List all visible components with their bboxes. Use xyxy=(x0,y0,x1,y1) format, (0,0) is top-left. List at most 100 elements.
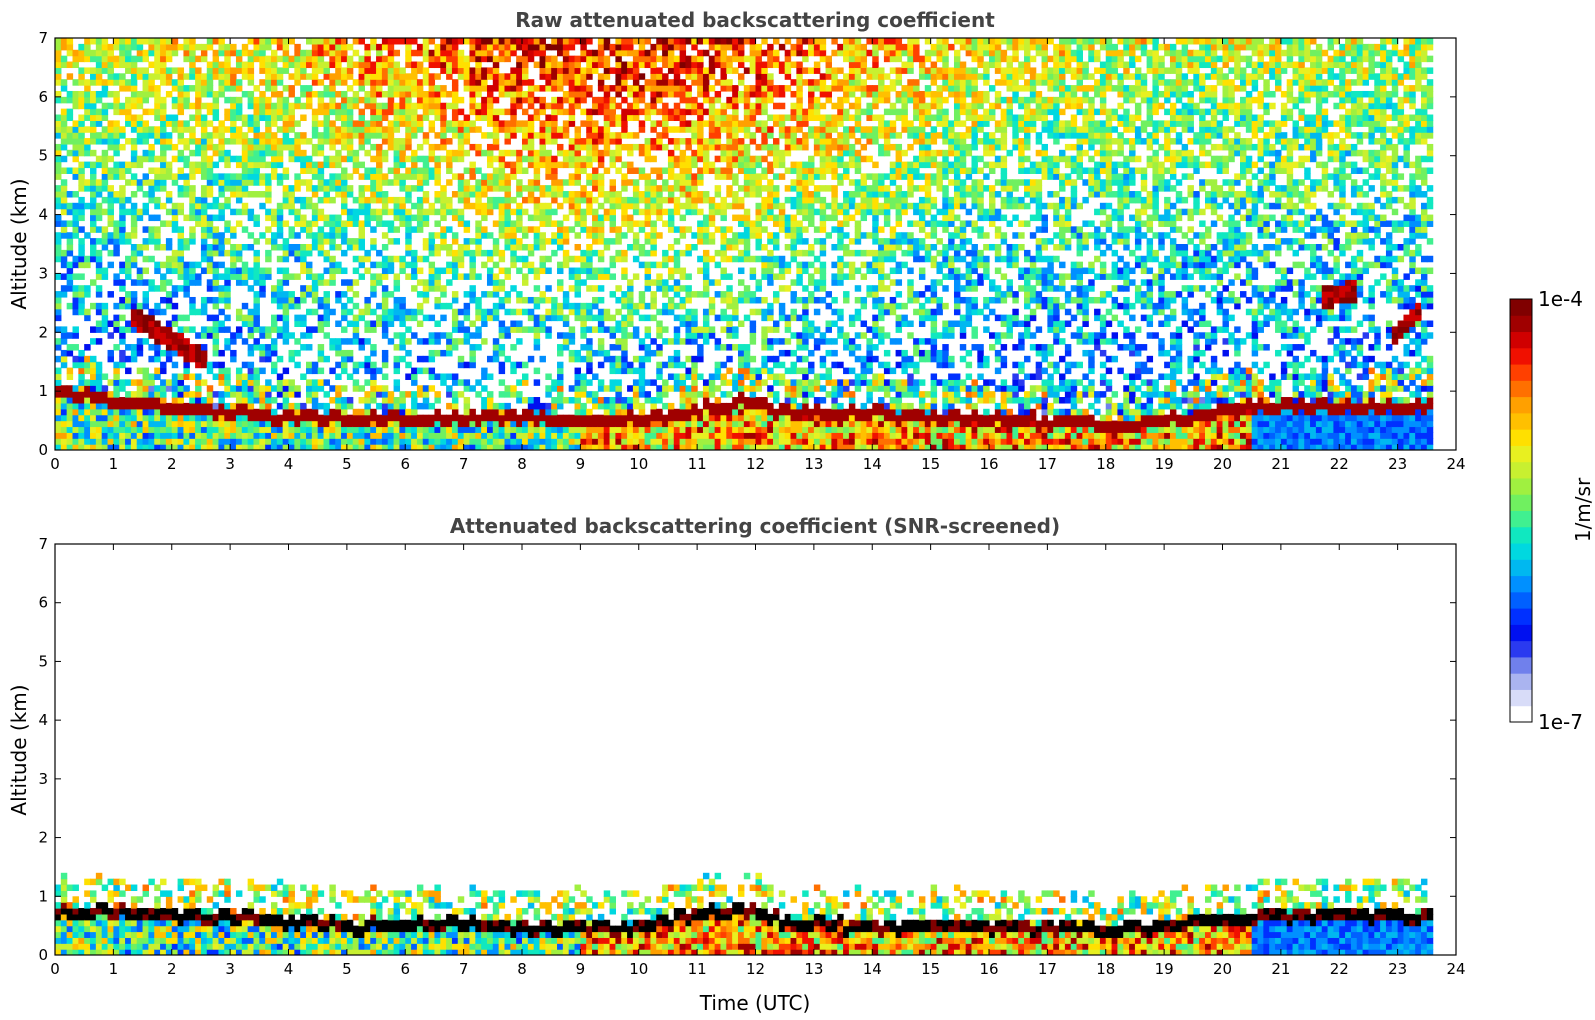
heatmap-cell xyxy=(335,244,342,251)
heatmap-cell xyxy=(247,173,255,180)
heatmap-cell xyxy=(592,96,599,104)
heatmap-cell xyxy=(107,191,114,198)
heatmap-cell xyxy=(650,226,657,233)
heatmap-cell xyxy=(241,261,249,269)
heatmap-cell xyxy=(265,120,272,127)
heatmap-cell xyxy=(171,438,179,445)
heatmap-cell xyxy=(428,338,436,345)
heatmap-cell xyxy=(516,102,523,110)
heatmap-cell xyxy=(78,167,85,174)
heatmap-cell xyxy=(486,355,494,363)
heatmap-cell xyxy=(638,367,646,375)
heatmap-cell xyxy=(171,43,179,51)
heatmap-cell xyxy=(673,420,681,428)
heatmap-cell xyxy=(165,114,173,121)
heatmap-cell xyxy=(148,391,155,398)
heatmap-cell xyxy=(416,126,424,133)
heatmap-cell xyxy=(364,138,371,145)
heatmap-cell xyxy=(300,67,307,74)
heatmap-cell xyxy=(300,320,307,327)
heatmap-cell xyxy=(230,232,237,239)
heatmap-cell xyxy=(241,179,249,186)
heatmap-cell xyxy=(72,55,79,63)
heatmap-cell xyxy=(393,143,401,151)
heatmap-cell xyxy=(545,444,552,450)
heatmap-cell xyxy=(148,38,155,45)
heatmap-cell xyxy=(206,432,214,439)
heatmap-cell xyxy=(568,114,576,121)
heatmap-cell xyxy=(101,308,109,316)
heatmap-cell xyxy=(142,373,149,380)
heatmap-cell xyxy=(55,373,62,380)
heatmap-cell xyxy=(235,279,243,286)
heatmap-cell xyxy=(113,273,120,280)
heatmap-cell xyxy=(195,79,202,86)
heatmap-cell xyxy=(586,285,593,292)
heatmap-cell xyxy=(405,132,412,139)
heatmap-cell xyxy=(160,367,167,375)
heatmap-cell xyxy=(650,397,657,404)
heatmap-cell xyxy=(183,85,190,92)
heatmap-cell xyxy=(667,226,675,233)
heatmap-cell xyxy=(323,414,330,422)
heatmap-cell xyxy=(306,220,313,227)
heatmap-cell xyxy=(282,385,290,392)
heatmap-cell xyxy=(539,238,546,245)
heatmap-cell xyxy=(615,249,622,257)
heatmap-cell xyxy=(171,120,179,127)
heatmap-cell xyxy=(592,185,599,192)
heatmap-cell xyxy=(492,79,500,86)
heatmap-cell xyxy=(265,143,272,151)
heatmap-cell xyxy=(358,38,365,45)
heatmap-cell xyxy=(469,420,476,428)
heatmap-cell xyxy=(60,61,68,69)
heatmap-cell xyxy=(142,414,149,422)
heatmap-cell xyxy=(119,61,126,69)
heatmap-cell xyxy=(311,167,319,174)
heatmap-cell xyxy=(323,155,330,163)
heatmap-cell xyxy=(597,414,605,422)
heatmap-cell xyxy=(189,126,196,133)
heatmap-cell xyxy=(597,432,605,439)
heatmap-cell xyxy=(504,85,511,92)
heatmap-cell xyxy=(265,38,272,45)
heatmap-cell xyxy=(60,232,68,239)
heatmap-cell xyxy=(580,308,587,316)
heatmap-cell xyxy=(323,355,330,363)
heatmap-cell xyxy=(632,220,640,227)
heatmap-cell xyxy=(183,314,190,322)
heatmap-cell xyxy=(282,273,290,280)
heatmap-cell xyxy=(615,385,622,392)
heatmap-cell xyxy=(592,438,599,445)
heatmap-cell xyxy=(621,314,628,322)
heatmap-cell xyxy=(551,96,558,104)
heatmap-cell xyxy=(533,85,541,92)
heatmap-cell xyxy=(597,155,605,163)
heatmap-cell xyxy=(650,90,657,98)
heatmap-cell xyxy=(603,120,611,127)
heatmap-cell xyxy=(527,43,535,51)
heatmap-cell xyxy=(475,202,482,210)
heatmap-cell xyxy=(592,120,599,127)
heatmap-cell xyxy=(294,302,301,310)
heatmap-cell xyxy=(265,332,272,339)
heatmap-cell xyxy=(241,273,249,280)
heatmap-cell xyxy=(498,420,506,428)
heatmap-cell xyxy=(177,244,185,251)
heatmap-cell xyxy=(568,226,576,233)
heatmap-cell xyxy=(393,126,401,133)
heatmap-cell xyxy=(370,90,377,98)
heatmap-cell xyxy=(539,214,546,222)
heatmap-cell xyxy=(160,61,167,69)
heatmap-cell xyxy=(270,102,278,110)
heatmap-cell xyxy=(662,338,669,345)
heatmap-cell xyxy=(399,143,406,151)
heatmap-cell xyxy=(632,73,640,80)
heatmap-cell xyxy=(323,391,330,398)
heatmap-cell xyxy=(451,61,459,69)
heatmap-cell xyxy=(200,244,208,251)
heatmap-cell xyxy=(84,402,91,410)
heatmap-cell xyxy=(323,138,330,145)
heatmap-cell xyxy=(282,102,290,110)
heatmap-cell xyxy=(235,220,243,227)
